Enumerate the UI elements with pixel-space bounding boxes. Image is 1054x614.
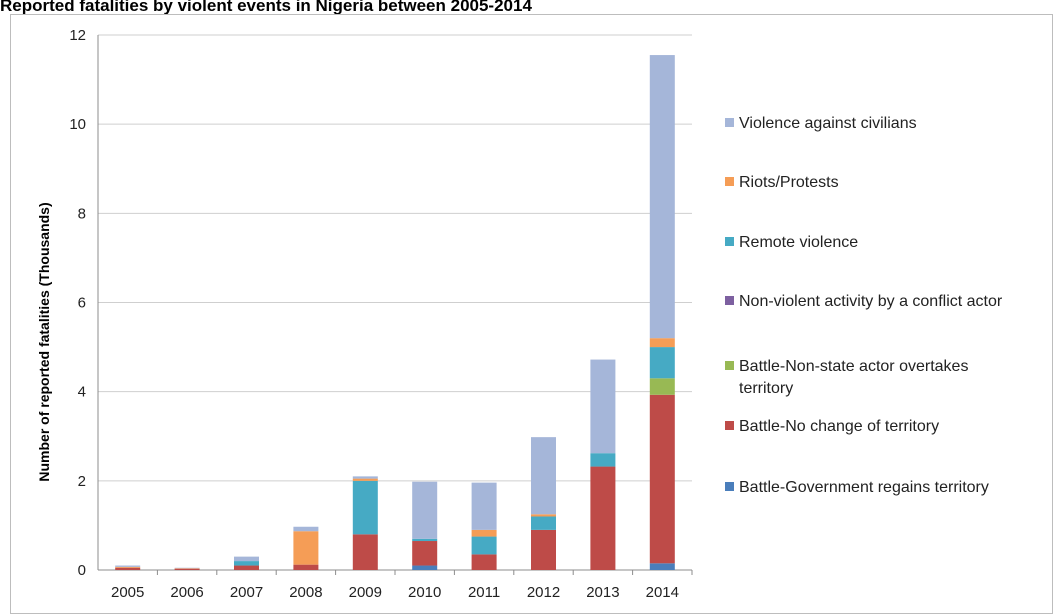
x-tick-label: 2014 (646, 584, 679, 601)
bar-segment (531, 517, 556, 530)
y-tick-label: 0 (78, 562, 86, 579)
legend-swatch (725, 421, 734, 430)
bar-segment (650, 347, 675, 378)
bar-segment (234, 566, 259, 570)
bar-segment (353, 476, 378, 478)
legend-swatch (725, 237, 734, 246)
bar-segment (175, 569, 200, 570)
legend-swatch (725, 296, 734, 305)
legend-label: Violence against civilians (739, 115, 917, 132)
legend-label: Battle-Government regains territory (739, 479, 989, 496)
x-tick-label: 2006 (170, 584, 203, 601)
bar-segment (472, 530, 497, 537)
legend-swatch (725, 361, 734, 370)
x-tick-label: 2005 (111, 584, 144, 601)
bar-segment (234, 561, 259, 565)
x-tick-label: 2012 (527, 584, 560, 601)
bar-segment (293, 527, 318, 531)
y-tick-label: 12 (69, 27, 86, 44)
bar-segment (472, 483, 497, 530)
legend-swatch (725, 177, 734, 186)
y-axis-label: Number of reported fatalities (Thousands… (36, 202, 52, 481)
x-tick-label: 2013 (586, 584, 619, 601)
y-tick-label: 2 (78, 473, 86, 490)
bar-segment (531, 514, 556, 516)
bar-segment (412, 539, 437, 541)
bar-segment (472, 554, 497, 570)
bar-segment (590, 453, 615, 466)
bar-segment (650, 338, 675, 347)
bar-segment (353, 534, 378, 570)
bars (115, 55, 675, 570)
bar-segment (353, 481, 378, 535)
legend-swatch (725, 482, 734, 491)
bar-segment (353, 479, 378, 481)
bar-segment (115, 566, 140, 567)
y-tick-label: 8 (78, 205, 86, 222)
bar-segment (531, 437, 556, 514)
bar-segment (293, 531, 318, 564)
bar-segment (472, 537, 497, 555)
bar-segment (293, 565, 318, 570)
x-tick-label: 2011 (468, 584, 500, 601)
y-tick-label: 10 (69, 116, 86, 133)
bar-segment (590, 360, 615, 454)
bar-segment (115, 567, 140, 568)
x-tick-label: 2009 (349, 584, 382, 601)
x-tick-label: 2008 (289, 584, 322, 601)
bar-segment (590, 467, 615, 570)
bar-segment (115, 568, 140, 570)
legend-label: Remote violence (739, 234, 858, 251)
y-tick-label: 4 (78, 384, 86, 401)
bar-segment (412, 566, 437, 570)
x-tick-label: 2010 (408, 584, 441, 601)
bar-segment (531, 530, 556, 570)
legend-label: Non-violent activity by a conflict actor (739, 293, 1003, 310)
y-axis-ticks: 0 2 4 6 8 10 12 (69, 27, 86, 579)
legend-swatch (725, 118, 734, 127)
y-tick-label: 6 (78, 295, 86, 312)
bar-segment (650, 395, 675, 564)
legend-label: Riots/Protests (739, 174, 839, 191)
bar-segment (412, 482, 437, 539)
bar-segment (650, 563, 675, 570)
bar-segment (650, 378, 675, 394)
bar-segment (412, 541, 437, 566)
legend-label: Battle-No change of territory (739, 418, 939, 435)
legend: Violence against civilians Riots/Protests… (725, 115, 1003, 496)
x-axis-ticks: 2005 2006 2007 2008 2009 2010 2011 2012 2013 2014 (111, 570, 692, 601)
x-tick-label: 2007 (230, 584, 263, 601)
bar-segment (650, 55, 675, 338)
bar-segment (234, 557, 259, 561)
